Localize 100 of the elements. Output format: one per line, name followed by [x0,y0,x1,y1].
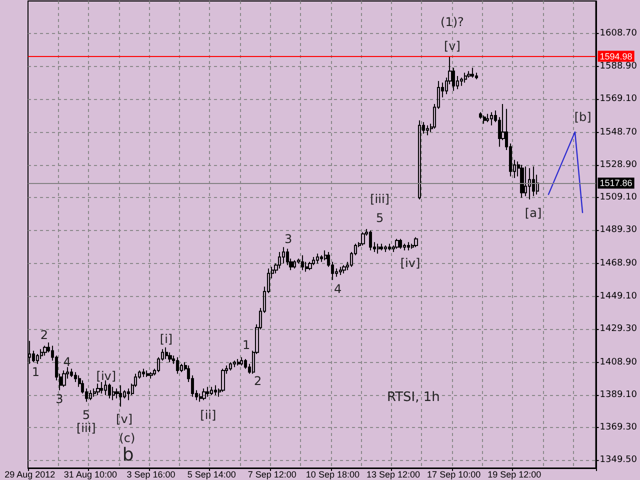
annotation: [iii] [76,421,96,435]
candlestick [168,352,172,363]
candlestick [388,243,391,251]
candlestick [320,254,323,262]
annotation: [a] [524,206,542,220]
ref-line-label: 1594.98 [600,51,632,62]
y-tick-label: 1408.90 [600,357,638,368]
candlestick [244,358,247,370]
y-tick-label: 1369.30 [600,422,638,433]
candlestick [293,260,296,269]
annotation: [iv] [400,256,420,270]
annotation: [v] [116,412,133,426]
x-tick-label: 5 Sep 14:00 [187,470,236,480]
y-tick-label: 1349.50 [600,455,638,466]
candlestick [282,246,285,264]
x-tick-label: 19 Sep 12:00 [488,470,542,480]
candlestick [119,384,122,408]
candlestick [237,358,240,366]
candlestick [89,390,92,401]
y-tick-label: 1389.10 [600,390,638,400]
candlestick [100,381,103,394]
annotation: [v] [444,39,460,53]
candlestick [471,67,474,78]
candlestick [70,368,73,378]
annotation: 1 [32,365,40,379]
annotation: (1)? [440,15,464,29]
y-tick-label: 1569.10 [600,94,638,104]
candlestick [528,168,531,200]
annotation: 2 [254,374,262,388]
y-tick-label: 1449.10 [600,291,638,302]
candlestick [467,70,471,78]
candlestick [532,166,535,197]
candlestick [486,113,489,123]
x-tick-label: 7 Sep 12:00 [248,470,296,480]
candlestick [233,360,236,368]
candlestick [142,368,145,378]
annotation: 5 [376,211,384,225]
candlestick [112,386,115,401]
annotation: 4 [63,355,71,369]
candlestick [342,264,346,274]
candlestick [229,362,232,371]
text: RTSI, 1h [387,390,440,405]
annotation: [i] [160,332,173,346]
x-tick-label: 29 Aug 2012 [4,470,56,480]
candlestick [165,346,168,360]
y-tick-label: 1608.70 [600,28,638,39]
candlestick [490,112,493,126]
candlestick [206,386,209,398]
y-tick-label: 1429.30 [600,324,638,334]
candlestick [301,254,304,271]
annotation: [b] [574,110,592,124]
candlestick [399,238,402,250]
y-tick-label: 1489.30 [600,225,638,236]
candlestick [176,356,179,374]
candlestick [377,243,380,254]
candlestick [62,370,66,388]
annotation: 3 [56,392,64,406]
candlestick [475,72,478,80]
candlestick [464,72,467,84]
candlestick [524,166,527,197]
candlestick [361,232,365,246]
candlestick [395,238,399,250]
candlestick [403,243,406,251]
annotation: 3 [284,232,292,246]
candlestick [483,114,486,124]
candlestick [96,383,100,396]
candlestick [312,256,315,266]
y-tick-label: 1588.90 [600,61,638,72]
candlestick [384,244,387,253]
candlestick [308,261,312,271]
candlestick [43,345,47,356]
candlestick [202,388,206,401]
annotation: [iv] [96,369,116,383]
candlestick [339,266,342,276]
candlestick [380,243,383,251]
annotation: 5 [82,408,90,422]
y-tick-label: 1548.70 [600,127,638,138]
y-tick-label: 1528.90 [600,160,638,170]
annotation: 1 [242,338,250,352]
candlestick [426,124,429,136]
candlestick [286,248,289,266]
x-tick-label: 13 Sep 12:00 [366,470,420,480]
candlestick [240,356,243,366]
annotation: 2 [40,328,48,342]
candlestick [214,384,217,396]
annotation: b [122,444,134,466]
candlestick [418,120,421,200]
candlestick [479,112,482,120]
candlestick [108,383,111,399]
annotation: 4 [334,282,342,296]
candlestick [414,236,418,248]
candlestick [316,253,319,264]
annotation: [ii] [200,408,216,422]
candlestick [146,370,149,378]
candlestick [520,164,524,198]
x-tick-label: 31 Aug 10:00 [64,470,117,480]
x-tick-label: 17 Sep 10:00 [427,470,481,480]
annotation: [iii] [370,192,390,206]
candlestick [407,242,410,251]
ref-line-label: 1517.86 [600,178,632,188]
